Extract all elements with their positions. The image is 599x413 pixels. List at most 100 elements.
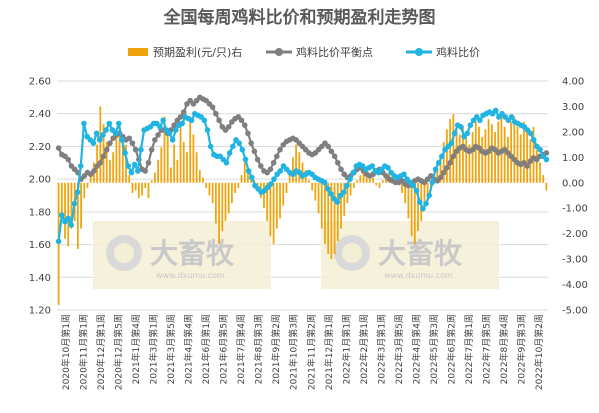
ratio-point (96, 137, 103, 143)
ratio-point (508, 114, 515, 120)
x-tick-label: 2022年10月第2周 (533, 314, 545, 390)
profit-bar (205, 182, 208, 188)
profit-bar (247, 170, 249, 183)
ratio-point (458, 124, 464, 130)
x-tick-label: 2021年10月第3周 (288, 314, 300, 390)
profit-bar (153, 172, 156, 183)
profit-bar (407, 182, 410, 219)
profit-bar (490, 124, 493, 183)
balance-point (331, 153, 338, 160)
profit-bar (494, 131, 496, 183)
watermark-left-url: www.dxumu.com (156, 271, 225, 280)
ratio-point (242, 156, 249, 163)
legend-swatch-profit (128, 48, 148, 56)
profit-bar (240, 175, 243, 183)
profit-bar (449, 119, 452, 183)
profit-bar (439, 157, 442, 183)
profit-bar (266, 182, 269, 221)
ratio-point (334, 199, 341, 205)
profit-bar (378, 182, 381, 188)
profit-bar (70, 182, 73, 229)
profit-bar (176, 159, 179, 183)
ratio-point (157, 124, 163, 130)
profit-bar (109, 159, 111, 183)
profit-bar (500, 114, 503, 183)
profit-bar (141, 182, 143, 196)
x-tick-label: 2022年8月第4周 (498, 314, 510, 384)
profit-bar (314, 182, 317, 201)
x-tick-label: 2021年11月第2周 (305, 314, 317, 390)
profit-bar (385, 175, 387, 183)
profit-bar (118, 126, 121, 183)
ratio-point (328, 191, 334, 197)
profit-bar (234, 182, 236, 193)
profit-bar (218, 182, 220, 244)
profit-bar (211, 182, 214, 204)
profit-bar (144, 182, 147, 188)
profit-bar (288, 172, 291, 183)
legend-marker-ratio (415, 48, 423, 56)
profit-bar (349, 182, 352, 196)
profit-bar (221, 182, 224, 232)
balance-point (524, 163, 530, 169)
profit-bar (150, 180, 153, 183)
profit-bar (195, 152, 198, 183)
profit-bar (503, 126, 506, 183)
profit-bar (346, 182, 349, 204)
x-tick-label: 2022年5月第3周 (428, 314, 440, 384)
profit-bar (446, 129, 448, 183)
legend: 预期盈利(元/只)右 鸡料比价平衡点 鸡料比价 (128, 45, 480, 59)
profit-bar (131, 182, 134, 193)
watermark-left-text: 大畜牧 (150, 237, 235, 270)
profit-bar (474, 121, 477, 183)
ratio-point (131, 161, 138, 168)
profit-bar (523, 121, 525, 183)
ratio-point (74, 189, 81, 196)
balance-point (65, 156, 72, 163)
balance-point (126, 135, 133, 142)
profit-bar (285, 182, 288, 193)
ratio-point (325, 186, 331, 192)
profit-bar (157, 159, 159, 183)
ratio-point (429, 179, 436, 186)
balance-point (142, 168, 149, 174)
profit-bar (227, 182, 230, 214)
profit-bar (423, 182, 426, 211)
profit-bar (134, 182, 137, 191)
profit-bar (64, 182, 66, 239)
watermark-right: 大畜牧 www.dxumu.com (321, 221, 499, 289)
profit-bar (279, 182, 281, 219)
ratio-point (207, 143, 214, 150)
ratio-point (420, 205, 426, 212)
profit-bar (86, 182, 89, 188)
ratio-point (188, 117, 195, 124)
balance-point (325, 143, 331, 150)
ratio-point (432, 166, 439, 173)
balance-point (216, 117, 222, 124)
balance-point (97, 159, 104, 166)
ratio-point (55, 238, 62, 245)
profit-bar (359, 175, 362, 183)
x-tick-label: 2021年7月第4周 (235, 314, 247, 384)
ratio-point (138, 146, 144, 153)
profit-bar (343, 182, 346, 216)
ratio-point (451, 130, 458, 137)
profit-bar (147, 182, 150, 199)
profit-bar (186, 152, 188, 183)
ratio-point (90, 140, 97, 146)
ratio-point (340, 189, 347, 196)
y-right-tick-label: -3.00 (562, 255, 588, 266)
balance-point (450, 153, 457, 160)
balance-point (437, 174, 444, 181)
y-right-tick-label: 3.00 (562, 102, 584, 113)
profit-bar (298, 152, 301, 183)
profit-bar (381, 180, 384, 183)
balance-point (270, 159, 277, 166)
profit-bar (369, 175, 371, 183)
profit-bar (401, 182, 403, 193)
profit-bar (468, 144, 471, 183)
profit-bar (224, 182, 227, 221)
profit-bar (202, 177, 204, 183)
ratio-point (401, 171, 407, 178)
